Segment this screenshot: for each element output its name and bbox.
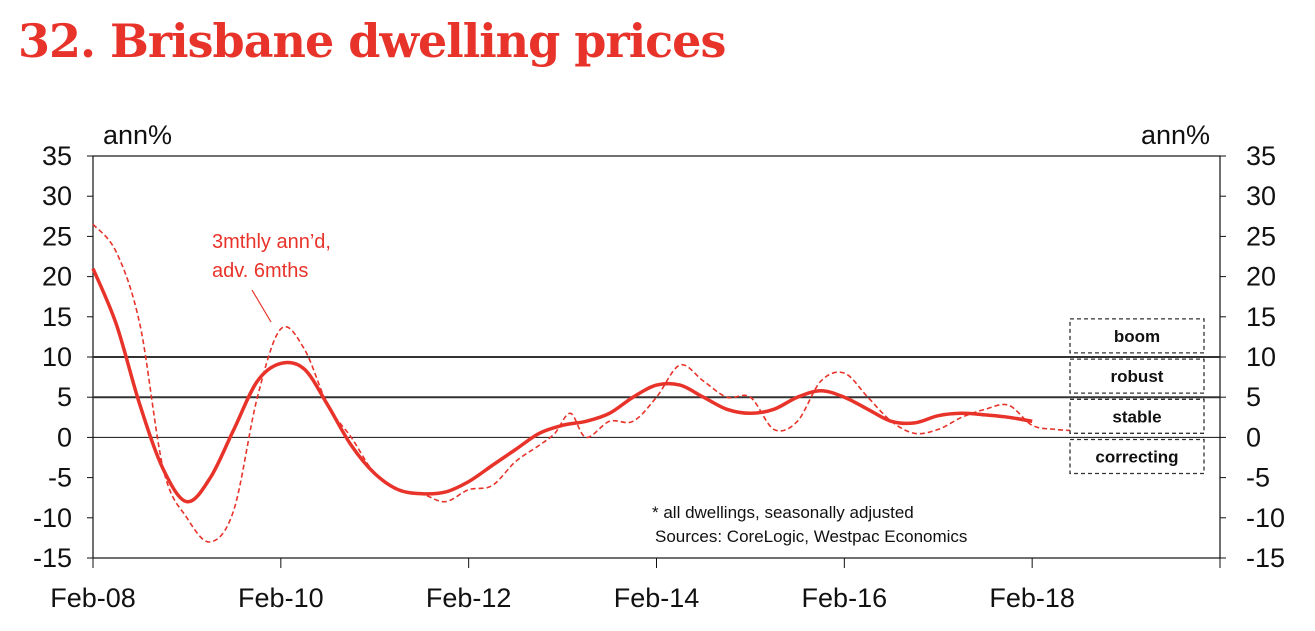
note-dwellings: * all dwellings, seasonally adjusted — [652, 503, 914, 522]
series-annotation-line2: adv. 6mths — [212, 260, 308, 282]
y-tick-label: 0 — [57, 422, 72, 452]
band-labels: boom robust stable correcting — [1069, 318, 1205, 475]
series-line-3mthly — [92, 223, 1080, 543]
reference-lines — [93, 356, 1220, 399]
y-tick-label: 20 — [42, 262, 72, 292]
y-tick-label: -10 — [33, 503, 72, 533]
y-tick-label: -10 — [1246, 503, 1285, 533]
y-tick-label: 0 — [1246, 422, 1261, 452]
band-label-boom: boom — [1114, 327, 1160, 346]
band-box-stable — [1069, 398, 1205, 434]
y-tick-label: -15 — [1246, 543, 1285, 573]
x-tick-label: Feb-10 — [238, 583, 324, 613]
y-unit-right: ann% — [1141, 120, 1210, 150]
x-tick-label: Feb-12 — [426, 583, 512, 613]
y-tick-label: 10 — [42, 342, 72, 372]
x-tick-label: Feb-14 — [614, 583, 700, 613]
band-label-robust: robust — [1111, 367, 1164, 386]
y-axis-right: 35 30 25 20 15 10 5 0 -5 -10 -15 — [1220, 141, 1285, 573]
y-axis-left: 35 30 25 20 15 10 5 0 -5 -10 -15 — [33, 141, 93, 573]
x-tick-label: Feb-18 — [989, 583, 1075, 613]
x-tick-label: Feb-08 — [50, 583, 136, 613]
annotation-pointer — [251, 289, 272, 323]
chart-title: 32. Brisbane dwelling prices — [18, 14, 726, 68]
band-box-boom — [1069, 318, 1205, 354]
y-tick-label: 5 — [1246, 382, 1261, 412]
y-unit-left: ann% — [103, 120, 172, 150]
y-tick-label: 35 — [42, 141, 72, 171]
y-tick-label: 25 — [1246, 221, 1276, 251]
y-tick-label: 15 — [42, 302, 72, 332]
y-tick-label: 35 — [1246, 141, 1276, 171]
y-tick-label: 30 — [42, 181, 72, 211]
y-tick-label: -15 — [33, 543, 72, 573]
band-label-correcting: correcting — [1095, 448, 1178, 467]
series-lines — [91, 223, 1080, 543]
y-tick-label: 30 — [1246, 181, 1276, 211]
y-tick-label: -5 — [1246, 463, 1270, 493]
band-label-stable: stable — [1112, 407, 1161, 426]
y-tick-label: 15 — [1246, 302, 1276, 332]
series-line-annual — [91, 267, 1033, 504]
x-tick-label: Feb-16 — [802, 583, 888, 613]
y-tick-label: 10 — [1246, 342, 1276, 372]
x-axis: Feb-08 Feb-10 Feb-12 Feb-14 Feb-16 Feb-18 — [50, 558, 1221, 613]
y-tick-label: 25 — [42, 221, 72, 251]
note-sources: Sources: CoreLogic, Westpac Economics — [655, 527, 967, 546]
y-tick-label: 5 — [57, 382, 72, 412]
y-tick-label: 20 — [1246, 262, 1276, 292]
band-box-correcting — [1069, 438, 1205, 475]
band-box-robust — [1069, 358, 1205, 394]
series-annotation-line1: 3mthly ann’d, — [212, 231, 331, 253]
y-tick-label: -5 — [48, 463, 72, 493]
